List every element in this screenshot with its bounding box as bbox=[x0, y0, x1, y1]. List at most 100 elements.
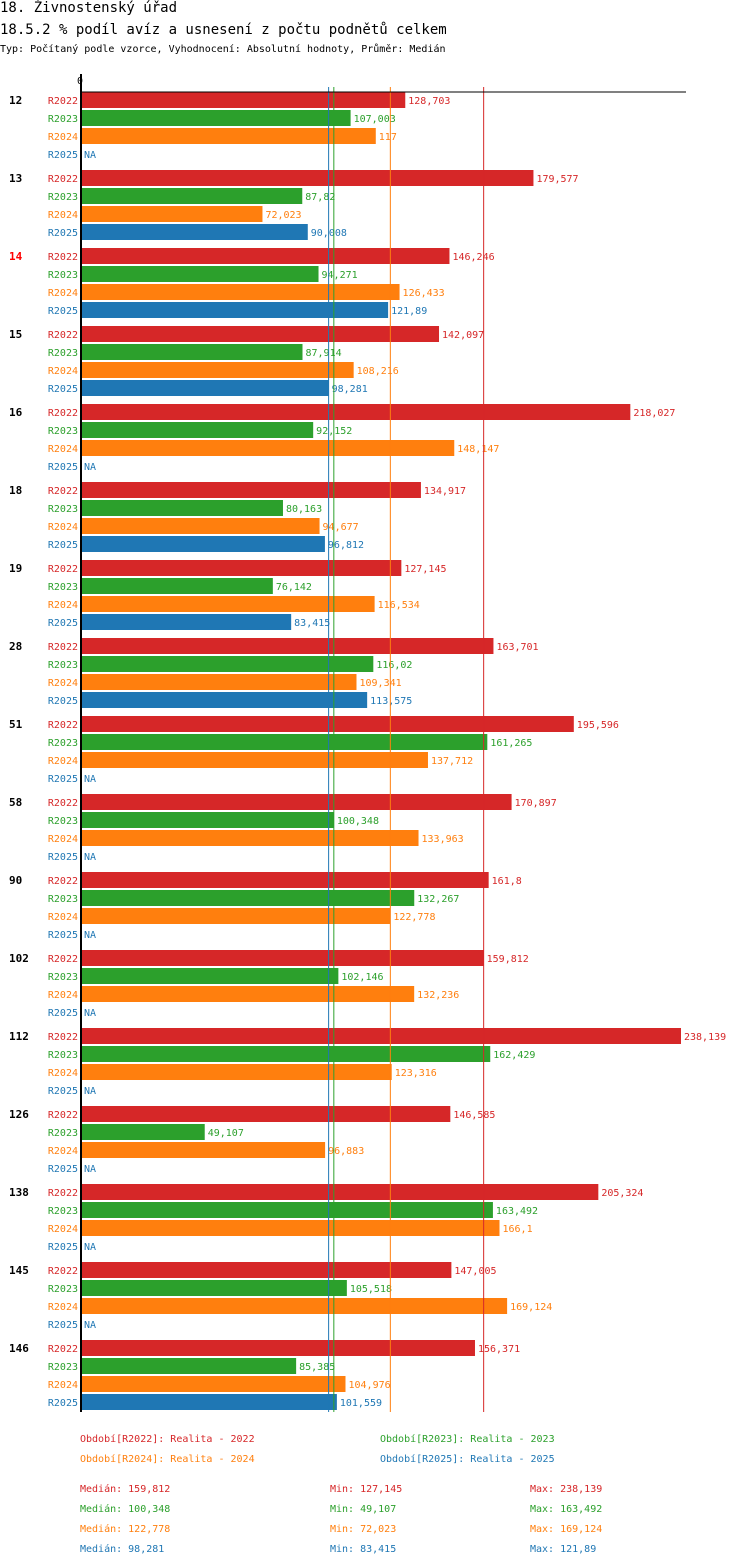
series-label: R2024 bbox=[48, 1380, 78, 1391]
chart-subtitle: 18.5.2 % podíl avíz a usnesení z počtu p… bbox=[0, 22, 447, 38]
series-label: R2025 bbox=[48, 384, 78, 395]
bar bbox=[81, 830, 419, 846]
stat-median-r2023: Medián: 100,348 bbox=[80, 1504, 171, 1515]
stat-min-r2024: Min: 72,023 bbox=[330, 1524, 397, 1535]
na-label: NA bbox=[84, 150, 96, 161]
bar bbox=[81, 872, 489, 888]
group-label: 12 bbox=[9, 94, 22, 107]
data-label: 122,778 bbox=[393, 912, 435, 923]
na-label: NA bbox=[84, 1008, 96, 1019]
group-label: 15 bbox=[9, 328, 22, 341]
series-label: R2024 bbox=[48, 912, 78, 923]
series-label: R2023 bbox=[48, 270, 78, 281]
na-label: NA bbox=[84, 462, 96, 473]
legend-period-r2025: Období[R2025]: Realita - 2025 bbox=[380, 1454, 555, 1465]
series-label: R2022 bbox=[48, 876, 78, 887]
bar bbox=[81, 224, 308, 240]
series-label: R2022 bbox=[48, 954, 78, 965]
data-label: 123,316 bbox=[395, 1068, 437, 1079]
series-label: R2024 bbox=[48, 678, 78, 689]
stat-max-r2023: Max: 163,492 bbox=[530, 1504, 603, 1515]
series-label: R2024 bbox=[48, 1068, 78, 1079]
bar bbox=[81, 986, 415, 1002]
data-label: 101,559 bbox=[340, 1398, 382, 1409]
data-label: 162,429 bbox=[493, 1050, 535, 1061]
na-label: NA bbox=[84, 1164, 96, 1175]
bar bbox=[81, 1046, 491, 1062]
series-label: R2025 bbox=[48, 1086, 78, 1097]
data-label: 146,246 bbox=[452, 252, 494, 263]
data-label: 195,596 bbox=[577, 720, 619, 731]
data-label: 116,534 bbox=[378, 600, 420, 611]
bar bbox=[81, 188, 303, 204]
bar bbox=[81, 380, 329, 396]
bar bbox=[81, 362, 354, 378]
data-label: 169,124 bbox=[510, 1302, 552, 1313]
series-label: R2023 bbox=[48, 426, 78, 437]
bar bbox=[81, 1142, 326, 1158]
bar bbox=[81, 614, 292, 630]
data-label: 72,023 bbox=[265, 210, 301, 221]
bar bbox=[81, 1358, 297, 1374]
page-title: 18. Živnostenský úřad bbox=[0, 0, 178, 16]
bar bbox=[81, 1202, 493, 1218]
data-label: 163,492 bbox=[496, 1206, 538, 1217]
bar bbox=[81, 326, 440, 342]
series-label: R2023 bbox=[48, 582, 78, 593]
series-label: R2024 bbox=[48, 132, 78, 143]
series-label: R2025 bbox=[48, 1398, 78, 1409]
bar bbox=[81, 422, 314, 438]
series-label: R2022 bbox=[48, 798, 78, 809]
legend-period-r2022: Období[R2022]: Realita - 2022 bbox=[80, 1434, 255, 1445]
data-label: 238,139 bbox=[684, 1032, 726, 1043]
data-label: 137,712 bbox=[431, 756, 473, 767]
bar bbox=[81, 578, 273, 594]
bar bbox=[81, 1220, 500, 1236]
series-label: R2025 bbox=[48, 540, 78, 551]
data-label: 109,341 bbox=[359, 678, 401, 689]
data-label: 83,415 bbox=[294, 618, 330, 629]
series-label: R2022 bbox=[48, 642, 78, 653]
group-label: 90 bbox=[9, 874, 22, 887]
bar bbox=[81, 692, 368, 708]
group-label: 18 bbox=[9, 484, 22, 497]
data-label: 159,812 bbox=[487, 954, 529, 965]
series-label: R2024 bbox=[48, 210, 78, 221]
bar bbox=[81, 440, 455, 456]
series-label: R2022 bbox=[48, 96, 78, 107]
data-label: 76,142 bbox=[276, 582, 312, 593]
series-label: R2025 bbox=[48, 1008, 78, 1019]
group-label: 16 bbox=[9, 406, 23, 419]
series-label: R2024 bbox=[48, 288, 78, 299]
chart-meta: Typ: Počítaný podle vzorce, Vyhodnocení:… bbox=[0, 44, 446, 55]
series-label: R2023 bbox=[48, 1050, 78, 1061]
group-label: 112 bbox=[9, 1030, 29, 1043]
bar bbox=[81, 752, 428, 768]
bar bbox=[81, 968, 339, 984]
bar bbox=[81, 1340, 475, 1356]
bar bbox=[81, 950, 484, 966]
data-label: 127,145 bbox=[404, 564, 446, 575]
bar bbox=[81, 1280, 347, 1296]
data-label: 166,1 bbox=[502, 1224, 532, 1235]
series-label: R2023 bbox=[48, 348, 78, 359]
data-label: 132,267 bbox=[417, 894, 459, 905]
series-label: R2022 bbox=[48, 174, 78, 185]
bar bbox=[81, 482, 421, 498]
data-label: 161,265 bbox=[490, 738, 532, 749]
na-label: NA bbox=[84, 930, 96, 941]
bar bbox=[81, 518, 320, 534]
data-label: 105,518 bbox=[350, 1284, 392, 1295]
na-label: NA bbox=[84, 1242, 96, 1253]
series-label: R2024 bbox=[48, 756, 78, 767]
series-label: R2022 bbox=[48, 408, 78, 419]
series-label: R2025 bbox=[48, 462, 78, 473]
na-label: NA bbox=[84, 774, 96, 785]
series-label: R2023 bbox=[48, 660, 78, 671]
group-label: 58 bbox=[9, 796, 22, 809]
data-label: 87,82 bbox=[305, 192, 335, 203]
bar bbox=[81, 128, 376, 144]
na-label: NA bbox=[84, 1320, 96, 1331]
bar bbox=[81, 206, 263, 222]
legend-period-r2024: Období[R2024]: Realita - 2024 bbox=[80, 1454, 255, 1465]
